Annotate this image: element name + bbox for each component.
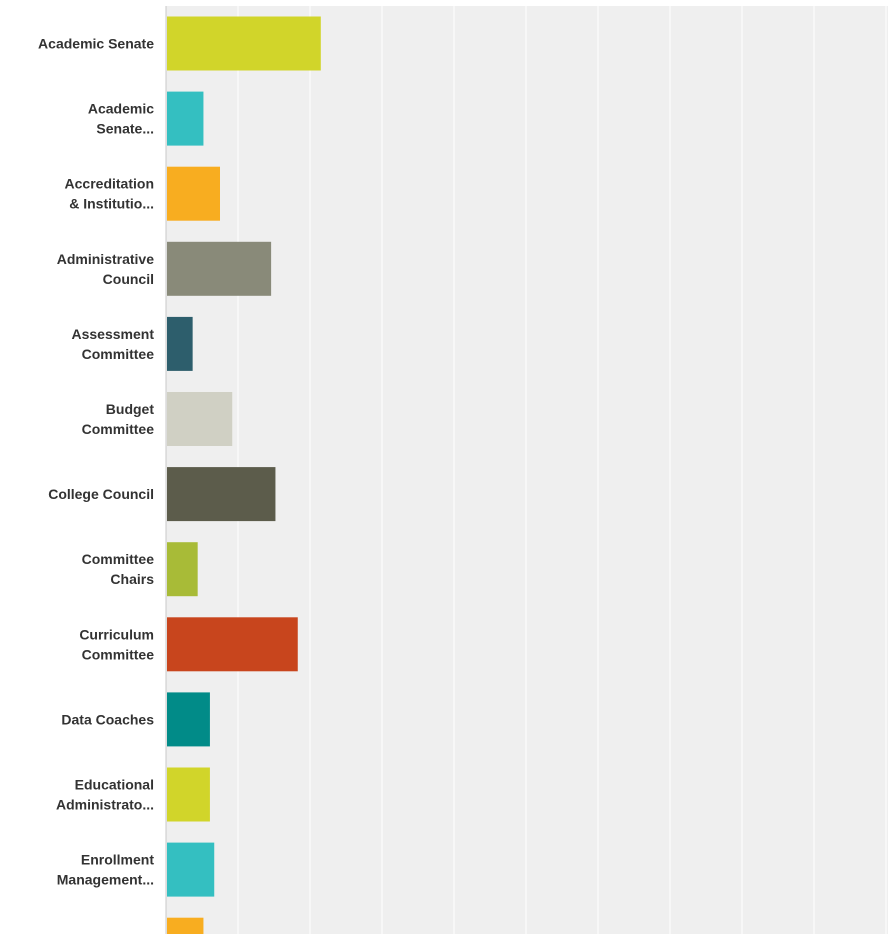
- category-label: Assessment Committee: [72, 326, 155, 362]
- category-label: Academic Senate: [38, 36, 154, 52]
- bar[interactable]: [167, 617, 298, 672]
- category-label: Enrollment Management...: [57, 852, 155, 888]
- category-label: Accreditation & Institutio...: [65, 176, 154, 212]
- category-label-line: College Council: [48, 486, 154, 502]
- category-label-line: Data Coaches: [61, 711, 154, 727]
- category-labels: Academic Senate Academic Senate... Accredit…: [38, 36, 154, 888]
- gridlines: [237, 6, 887, 934]
- category-label-line: Committee: [82, 551, 155, 567]
- category-label-line: Educational: [75, 777, 154, 793]
- category-label-line: Council: [103, 271, 154, 287]
- bar[interactable]: [167, 392, 233, 446]
- bar[interactable]: [167, 917, 204, 934]
- category-label-line: Committee: [82, 646, 155, 662]
- category-label-line: Academic Senate: [38, 36, 154, 52]
- category-label-line: Academic: [88, 101, 154, 117]
- bar[interactable]: [167, 692, 210, 747]
- bar[interactable]: [167, 91, 204, 146]
- category-label-line: & Institutio...: [69, 196, 154, 212]
- bar[interactable]: [167, 842, 215, 897]
- bar[interactable]: [167, 542, 198, 597]
- category-label-line: Senate...: [96, 121, 154, 137]
- bars: [167, 16, 321, 934]
- category-label-line: Accreditation: [65, 176, 154, 192]
- bar[interactable]: [167, 241, 272, 296]
- category-label: Administrative Council: [57, 251, 154, 287]
- category-label: Data Coaches: [61, 711, 154, 727]
- category-label-line: Management...: [57, 872, 154, 888]
- bar[interactable]: [167, 767, 210, 822]
- category-label-line: Chairs: [110, 571, 154, 587]
- category-label-line: Administrative: [57, 251, 154, 267]
- category-label-line: Committee: [82, 346, 155, 362]
- plot-background: [166, 6, 888, 934]
- category-label-line: Enrollment: [81, 852, 154, 868]
- category-label: Curriculum Committee: [79, 626, 154, 662]
- category-label: Academic Senate...: [88, 101, 154, 137]
- category-label-line: Administrato...: [56, 797, 154, 813]
- bar[interactable]: [167, 467, 276, 522]
- bar[interactable]: [167, 16, 321, 71]
- bar[interactable]: [167, 316, 193, 371]
- category-label: Budget Committee: [82, 401, 155, 437]
- category-label: Committee Chairs: [82, 551, 155, 587]
- category-label-line: Committee: [82, 421, 155, 437]
- category-label: College Council: [48, 486, 154, 502]
- category-label-line: Curriculum: [79, 626, 154, 642]
- category-label: Educational Administrato...: [56, 777, 154, 813]
- category-label-line: Assessment: [72, 326, 155, 342]
- bar[interactable]: [167, 166, 220, 221]
- category-label-line: Budget: [106, 401, 155, 417]
